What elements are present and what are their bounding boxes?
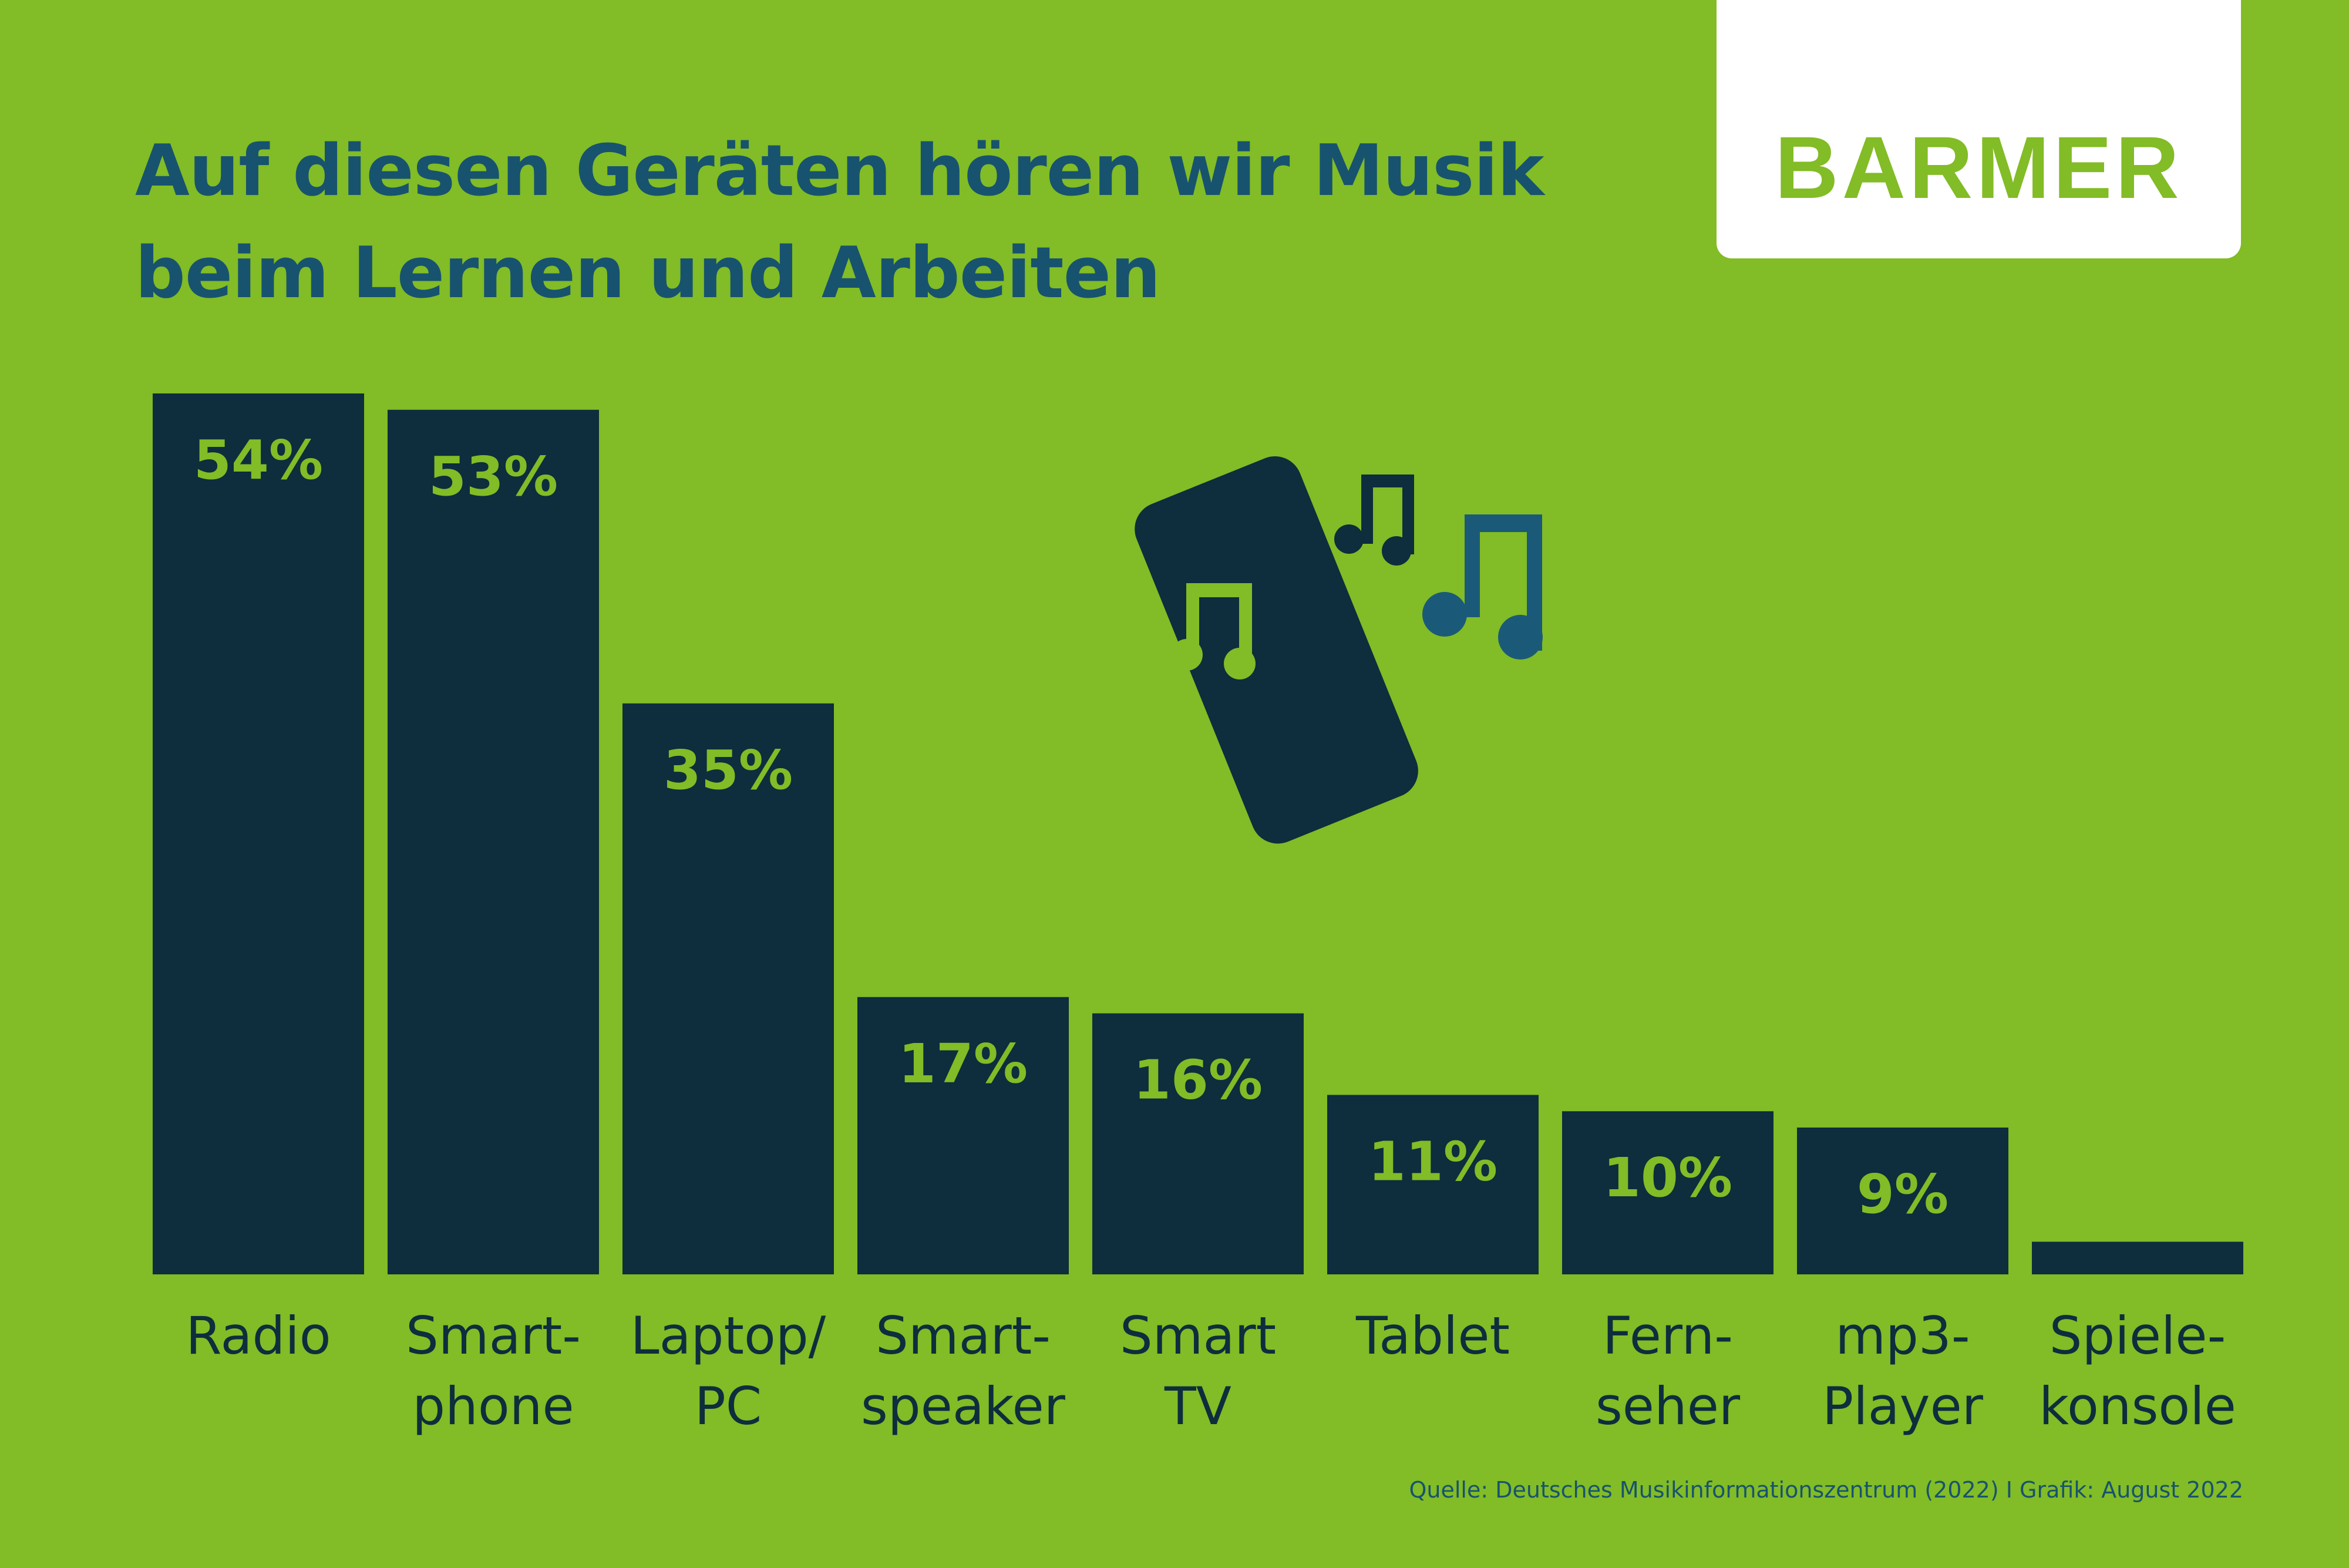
source-note: Quelle: Deutsches Musikinformationszentr… bbox=[1409, 1477, 2243, 1503]
value-label: 11% bbox=[1368, 1130, 1497, 1193]
category-label: Laptop/ bbox=[631, 1305, 826, 1366]
bar bbox=[622, 703, 834, 1274]
category-label: Spiele- bbox=[2050, 1305, 2226, 1366]
music-note-icon bbox=[1171, 583, 1256, 679]
music-note-icon bbox=[1334, 475, 1414, 566]
bar bbox=[1797, 1128, 2008, 1274]
chart-title: Auf diesen Geräten hören wir Musik beim … bbox=[135, 120, 1544, 325]
bar bbox=[388, 409, 599, 1274]
category-label: Smart bbox=[1120, 1305, 1276, 1366]
category-label: Fern- bbox=[1603, 1305, 1733, 1366]
value-label: 35% bbox=[664, 739, 793, 802]
category-label: Radio bbox=[186, 1305, 331, 1366]
value-label: 17% bbox=[898, 1032, 1028, 1095]
bar bbox=[1327, 1095, 1539, 1274]
value-label: 54% bbox=[194, 429, 323, 492]
smartphone-icon bbox=[1135, 456, 1418, 844]
value-label: 2% bbox=[2092, 1183, 2183, 1246]
barmer-logo: BARMER bbox=[1717, 0, 2241, 258]
category-label: Smart- bbox=[406, 1305, 581, 1366]
category-label: mp3- bbox=[1835, 1305, 1970, 1366]
category-label: Tablet bbox=[1355, 1305, 1510, 1366]
category-label: konsole bbox=[2039, 1376, 2236, 1436]
value-label: 10% bbox=[1603, 1146, 1732, 1209]
bar bbox=[2032, 1241, 2243, 1274]
bar bbox=[1092, 1013, 1304, 1274]
category-label: Player bbox=[1822, 1376, 1984, 1436]
category-label: seher bbox=[1596, 1376, 1741, 1436]
title-line-2: beim Lernen und Arbeiten bbox=[135, 233, 1160, 314]
value-label: 16% bbox=[1133, 1049, 1263, 1112]
music-note-icon bbox=[1422, 514, 1543, 659]
category-label: Smart- bbox=[876, 1305, 1051, 1366]
category-label: TV bbox=[1164, 1376, 1231, 1436]
value-label: 9% bbox=[1857, 1163, 1948, 1226]
logo-text: BARMER bbox=[1775, 118, 2183, 217]
value-label: 53% bbox=[429, 445, 558, 508]
category-label: phone bbox=[412, 1376, 574, 1436]
bar bbox=[1562, 1111, 1773, 1274]
bar bbox=[153, 393, 364, 1274]
bar bbox=[857, 997, 1069, 1274]
category-label: speaker bbox=[861, 1376, 1066, 1436]
category-label: PC bbox=[695, 1376, 762, 1436]
title-line-1: Auf diesen Geräten hören wir Musik bbox=[135, 130, 1544, 212]
